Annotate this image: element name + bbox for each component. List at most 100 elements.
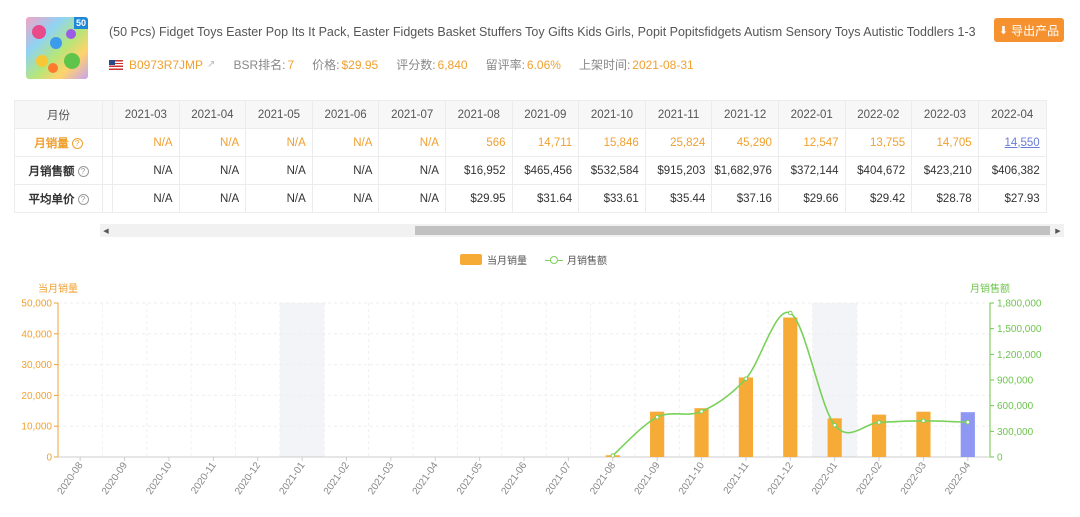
table-cell: 25,824	[644, 128, 713, 157]
table-cell: N/A	[311, 156, 380, 185]
product-meta: B0973R7JMP ↗ BSR排名: 7 价格: $29.95 评分数: 6,…	[109, 56, 712, 73]
table-cell: N/A	[311, 184, 380, 213]
right-tick-label: 0	[997, 453, 1003, 464]
x-tick-label: 2021-08	[588, 460, 618, 497]
table-cell: 45,290	[711, 128, 779, 157]
table-cell: N/A	[178, 128, 247, 157]
legend-line-swatch[interactable]	[545, 255, 563, 265]
table-header-month-label: 月份	[14, 100, 103, 129]
table-sticky-separator	[102, 156, 113, 185]
table-row-label: 平均单价?	[14, 184, 103, 213]
x-tick-label: 2021-10	[677, 460, 707, 497]
table-header-month: 2021-12	[711, 100, 779, 129]
product-title[interactable]: (50 Pcs) Fidget Toys Easter Pop Its It P…	[109, 25, 979, 39]
table-horizontal-scrollbar[interactable]: ◀ ▶	[100, 224, 1064, 237]
left-tick-label: 40,000	[21, 329, 52, 340]
sales-volume-bar	[694, 408, 709, 457]
table-cell: $532,584	[578, 156, 646, 185]
chart-legend: 当月销量 月销售额	[460, 252, 607, 267]
pack-count-badge: 50	[73, 17, 88, 29]
sales-volume-bar	[916, 411, 931, 457]
table-sticky-separator	[102, 100, 113, 129]
export-product-label: 导出产品	[1011, 23, 1060, 38]
table-cell: $465,456	[511, 156, 580, 185]
table-cell: $27.93	[977, 184, 1047, 213]
download-icon: ⬇	[998, 24, 1009, 37]
question-circle-icon[interactable]: ?	[77, 165, 89, 177]
asin-link[interactable]: B0973R7JMP	[129, 57, 204, 72]
table-cell: 15,846	[578, 128, 646, 157]
revenue-point	[699, 409, 704, 414]
table-cell: N/A	[178, 156, 247, 185]
table-header-month: 2022-01	[777, 100, 846, 129]
retention-value: 6.06%	[526, 57, 561, 72]
export-product-button[interactable]: ⬇ 导出产品	[994, 18, 1064, 42]
x-tick-label: 2021-03	[366, 460, 396, 497]
right-tick-label: 1,800,000	[997, 299, 1042, 310]
table-cell: $915,203	[644, 156, 713, 185]
legend-line-label[interactable]: 月销售额	[567, 256, 607, 267]
table-header-month: 2022-04	[977, 100, 1047, 129]
launch-label: 上架时间:	[578, 58, 631, 72]
table-cell: $29.42	[844, 184, 913, 213]
legend-bar-label[interactable]: 当月销量	[487, 256, 527, 267]
revenue-point	[787, 310, 793, 316]
right-tick-label: 900,000	[997, 376, 1034, 387]
question-circle-icon[interactable]: ?	[77, 193, 89, 205]
table-cell: 14,711	[511, 128, 580, 157]
table-sticky-separator	[102, 128, 113, 157]
table-header-month: 2021-04	[178, 100, 247, 129]
question-circle-icon[interactable]: ?	[71, 137, 83, 149]
table-cell: $404,672	[844, 156, 913, 185]
table-cell: 13,755	[844, 128, 913, 157]
sales-chart: 0 10,000 20,000 30,000 40,000 50,000 0 300,000 6…	[21, 299, 1042, 497]
x-tick-label: 2021-05	[455, 460, 485, 497]
sales-volume-bar	[783, 317, 798, 457]
table-cell: N/A	[178, 184, 247, 213]
table-header-month: 2021-03	[112, 100, 180, 129]
external-link-icon[interactable]: ↗	[207, 59, 216, 70]
revenue-point	[654, 414, 660, 420]
table-row: 月销售额? N/A N/A N/A N/A N/A $16,952 $465,456 $532,…	[14, 156, 1047, 185]
table-cell: $372,144	[777, 156, 846, 185]
table-cell: N/A	[378, 184, 446, 213]
table-header-month: 2021-09	[511, 100, 580, 129]
scrollbar-thumb[interactable]	[415, 226, 1050, 235]
revenue-point	[921, 418, 926, 424]
table-header-month: 2021-10	[578, 100, 646, 129]
table-row-label: 月销售额?	[14, 156, 103, 185]
x-tick-label: 2022-02	[854, 460, 884, 497]
scroll-left-icon[interactable]: ◀	[103, 227, 109, 235]
product-thumbnail[interactable]: 50	[26, 17, 88, 79]
x-tick-label: 2022-03	[899, 460, 929, 497]
table-cell[interactable]: 14,550	[977, 128, 1047, 157]
sales-volume-bar	[960, 412, 975, 457]
revenue-point	[743, 376, 749, 381]
table-cell: $29.95	[444, 184, 513, 213]
table-cell: $28.78	[911, 184, 979, 213]
right-tick-label: 1,500,000	[997, 324, 1042, 335]
left-tick-label: 50,000	[21, 299, 52, 310]
table-cell: N/A	[112, 156, 180, 185]
left-axis-title: 当月销量	[38, 284, 78, 295]
table-sticky-separator	[102, 184, 113, 213]
bsr-label: BSR排名:	[233, 58, 286, 72]
table-row-label: 月销量?	[14, 128, 103, 157]
x-tick-label: 2020-09	[100, 460, 130, 497]
table-header-month: 2021-07	[378, 100, 446, 129]
scroll-right-icon[interactable]: ▶	[1055, 227, 1061, 235]
price-value: $29.95	[341, 57, 379, 72]
us-flag-icon	[109, 59, 123, 70]
table-cell: N/A	[311, 128, 380, 157]
legend-bar-swatch[interactable]	[460, 254, 482, 265]
left-tick-label: 30,000	[21, 360, 52, 371]
x-tick-label: 2021-02	[322, 460, 352, 497]
table-cell: $1,682,976	[711, 156, 779, 185]
x-tick-label: 2021-04	[411, 460, 441, 497]
x-tick-label: 2021-09	[633, 460, 663, 497]
x-tick-label: 2022-04	[943, 460, 973, 497]
table-cell: 566	[444, 128, 513, 157]
table-cell: N/A	[112, 128, 180, 157]
x-tick-label: 2021-06	[499, 460, 529, 497]
table-cell: $37.16	[711, 184, 779, 213]
